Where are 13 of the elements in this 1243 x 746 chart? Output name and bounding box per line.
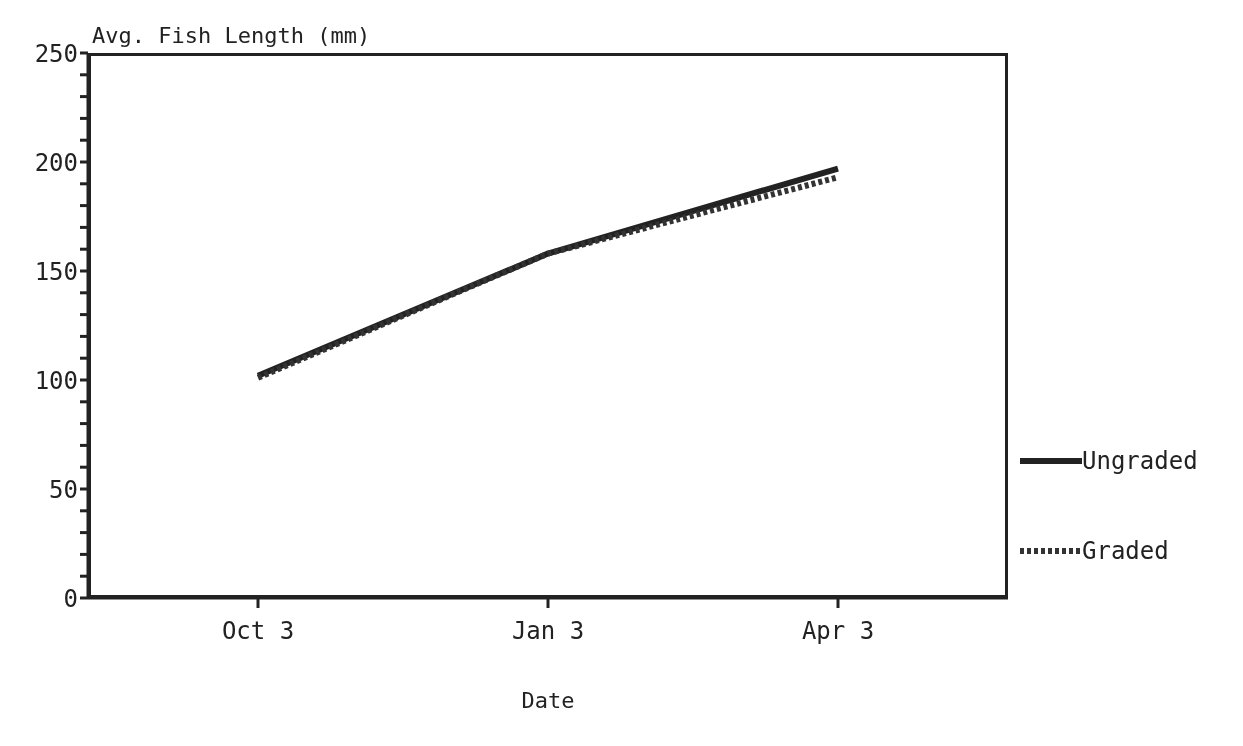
x-tick-label: Apr 3 xyxy=(801,617,875,646)
y-axis-title: Avg. Fish Length (mm) xyxy=(92,23,371,48)
x-axis-title: Date xyxy=(521,688,575,713)
legend-label: Ungraded xyxy=(1082,447,1198,475)
y-tick-label: 200 xyxy=(34,148,78,177)
x-tick-label: Jan 3 xyxy=(511,617,585,646)
y-tick-label: 150 xyxy=(34,257,78,286)
y-tick-label: 0 xyxy=(63,584,78,613)
x-tick-label: Oct 3 xyxy=(221,617,295,646)
y-tick-label: 50 xyxy=(49,475,78,504)
y-tick-label: 100 xyxy=(34,366,78,395)
legend-label: Graded xyxy=(1082,537,1169,565)
y-tick-label: 250 xyxy=(34,39,78,68)
